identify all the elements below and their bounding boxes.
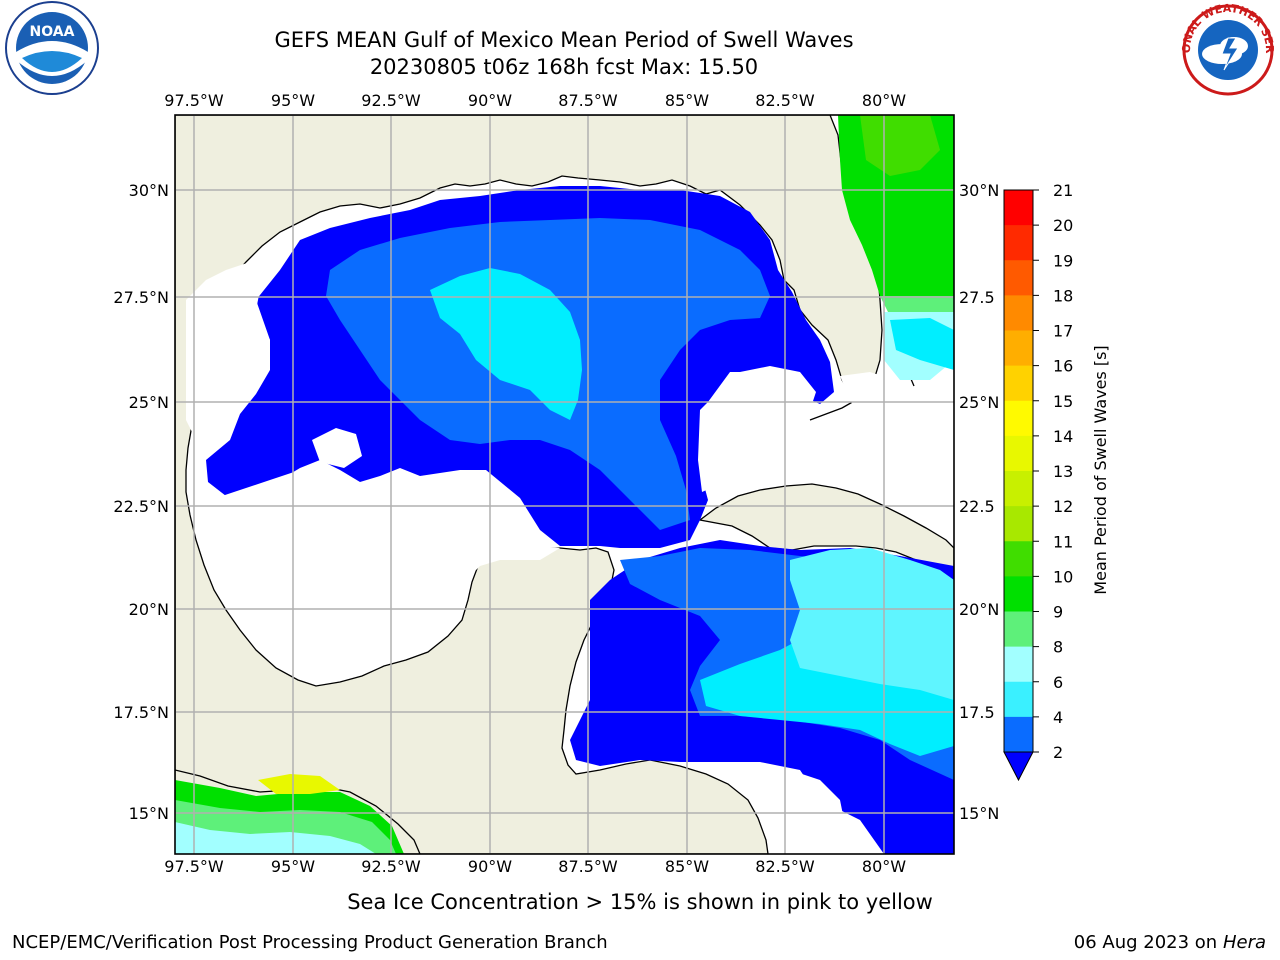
- swell-band-pacific-cyan: [175, 822, 376, 854]
- colorbar-tick-label: 9: [1053, 603, 1063, 622]
- nws-logo: NATIONAL WEATHER SERVICE: [1171, 0, 1280, 100]
- colorbar-tick-label: 17: [1053, 322, 1073, 341]
- colorbar-segment: [1004, 471, 1033, 507]
- colorbar-segment: [1004, 716, 1033, 753]
- swell-band-11-12-atlantic: [860, 115, 940, 176]
- system-name: Hera: [1222, 932, 1266, 953]
- ice-note: Sea Ice Concentration > 15% is shown in …: [347, 890, 933, 914]
- colorbar-tick-label: 20: [1053, 216, 1073, 235]
- lon-ticks-bottom: 97.5°W 95°W 92.5°W 90°W 87.5°W 85°W 82.5…: [164, 857, 906, 876]
- colorbar-segment: [1004, 190, 1033, 226]
- colorbar-segment: [1004, 330, 1033, 367]
- colorbar-segment: [1004, 506, 1033, 542]
- swell-band-6-8-caribbean: [790, 548, 954, 700]
- colorbar-tick-label: 6: [1053, 673, 1063, 692]
- lon-tick-bottom: 92.5°W: [361, 857, 421, 876]
- grid-lines: [175, 115, 954, 854]
- swell-missing-caribbean-south: [760, 770, 844, 832]
- colorbar-under-triangle: [1003, 751, 1034, 782]
- lon-tick-bottom: 90°W: [468, 857, 512, 876]
- lon-tick-bottom: 82.5°W: [755, 857, 815, 876]
- colorbar-tick-label: 4: [1053, 708, 1063, 727]
- swell-missing-gulf-nw: [186, 262, 270, 440]
- colorbar-tick-label: 14: [1053, 427, 1073, 446]
- lon-tick-top: 85°W: [665, 91, 709, 110]
- lat-tick-right: 17.5: [959, 703, 995, 722]
- swell-band-pacific-yellow: [258, 774, 340, 794]
- colorbar-segment: [1004, 611, 1033, 648]
- colorbar-segment: [1004, 646, 1033, 683]
- lon-tick-top: 87.5°W: [558, 91, 618, 110]
- colorbar-segment: [1004, 681, 1033, 718]
- land-cuba: [698, 483, 954, 569]
- lat-tick-right: 30°N: [959, 181, 999, 200]
- colorbar-tick-label: 18: [1053, 286, 1073, 305]
- lat-tick-left: 15°N: [129, 804, 169, 823]
- lon-tick-bottom: 85°W: [665, 857, 709, 876]
- map-frame: [174, 114, 955, 855]
- colorbar-tick-label: 15: [1053, 392, 1073, 411]
- lat-tick-left: 22.5°N: [113, 497, 169, 516]
- lat-tick-left: 20°N: [129, 600, 169, 619]
- lat-tick-left: 30°N: [129, 181, 169, 200]
- credit-text: NCEP/EMC/Verification Post Processing Pr…: [12, 932, 608, 953]
- colorbar-segment: [1004, 225, 1033, 261]
- date-stamp: 06 Aug 2023 on Hera: [1074, 932, 1266, 953]
- swell-band-9-atlantic: [880, 296, 954, 312]
- lon-tick-top: 80°W: [862, 91, 906, 110]
- lat-tick-left: 27.5°N: [113, 288, 169, 307]
- lat-tick-left: 25°N: [129, 393, 169, 412]
- noaa-logo: NOAA: [0, 0, 104, 100]
- colorbar-tick-label: 2: [1053, 743, 1063, 762]
- colorbar-segment: [1004, 541, 1033, 577]
- lat-tick-right: 20°N: [959, 600, 999, 619]
- lon-tick-bottom: 97.5°W: [164, 857, 224, 876]
- lon-tick-top: 82.5°W: [755, 91, 815, 110]
- lat-tick-right: 27.5: [959, 288, 995, 307]
- map-title: GEFS MEAN Gulf of Mexico Mean Period of …: [274, 28, 854, 52]
- lon-tick-bottom: 80°W: [862, 857, 906, 876]
- colorbar-segment: [1004, 295, 1033, 331]
- colorbar-label: Mean Period of Swell Waves [s]: [1091, 345, 1110, 594]
- lat-tick-right: 15°N: [959, 804, 999, 823]
- colorbar-segment: [1004, 260, 1033, 296]
- lon-tick-top: 95°W: [271, 91, 315, 110]
- swell-missing-gulf-small-1: [312, 428, 362, 468]
- lat-tick-right: 25°N: [959, 393, 999, 412]
- colorbar-tick-label: 21: [1053, 181, 1073, 200]
- colorbar: [1003, 189, 1034, 782]
- lon-tick-bottom: 87.5°W: [558, 857, 618, 876]
- map-subtitle: 20230805 t06z 168h fcst Max: 15.50: [369, 55, 759, 79]
- swell-missing-gulf-west: [210, 470, 560, 680]
- colorbar-tick-label: 19: [1053, 251, 1073, 270]
- svg-text:NOAA: NOAA: [30, 24, 75, 40]
- lon-tick-top: 90°W: [468, 91, 512, 110]
- colorbar-tick-label: 12: [1053, 497, 1073, 516]
- lat-tick-left: 17.5°N: [113, 703, 169, 722]
- colorbar-tick-label: 8: [1053, 638, 1063, 657]
- colorbar-tick-label: 16: [1053, 357, 1073, 376]
- colorbar-ticks: 2 4 6 8 9 10 11 12 13 14 15 16 17 18 19 20 21: [1033, 181, 1073, 762]
- colorbar-segment: [1004, 576, 1033, 612]
- date-text: 06 Aug 2023 on: [1073, 932, 1218, 953]
- swell-missing-gulf-east: [698, 366, 816, 492]
- colorbar-segment: [1004, 400, 1033, 437]
- lat-ticks-right: 30°N 27.5 25°N 22.5 20°N 17.5 15°N: [959, 181, 999, 823]
- swell-band-4-6-atlantic: [890, 318, 954, 370]
- lat-ticks-left: 30°N 27.5°N 25°N 22.5°N 20°N 17.5°N 15°N: [113, 181, 169, 823]
- swell-missing-caribbean-east: [840, 372, 930, 430]
- colorbar-tick-label: 13: [1053, 462, 1073, 481]
- lat-tick-right: 22.5: [959, 497, 995, 516]
- colorbar-tick-label: 11: [1053, 532, 1073, 551]
- lon-ticks-top: 97.5°W 95°W 92.5°W 90°W 87.5°W 85°W 82.5…: [164, 91, 906, 110]
- lon-tick-bottom: 95°W: [271, 857, 315, 876]
- colorbar-segment: [1004, 435, 1033, 472]
- swell-band-4-6-gulf: [430, 268, 582, 420]
- colorbar-segment: [1004, 365, 1033, 402]
- colorbar-tick-label: 10: [1053, 567, 1073, 586]
- lon-tick-top: 92.5°W: [361, 91, 421, 110]
- lon-tick-top: 97.5°W: [164, 91, 224, 110]
